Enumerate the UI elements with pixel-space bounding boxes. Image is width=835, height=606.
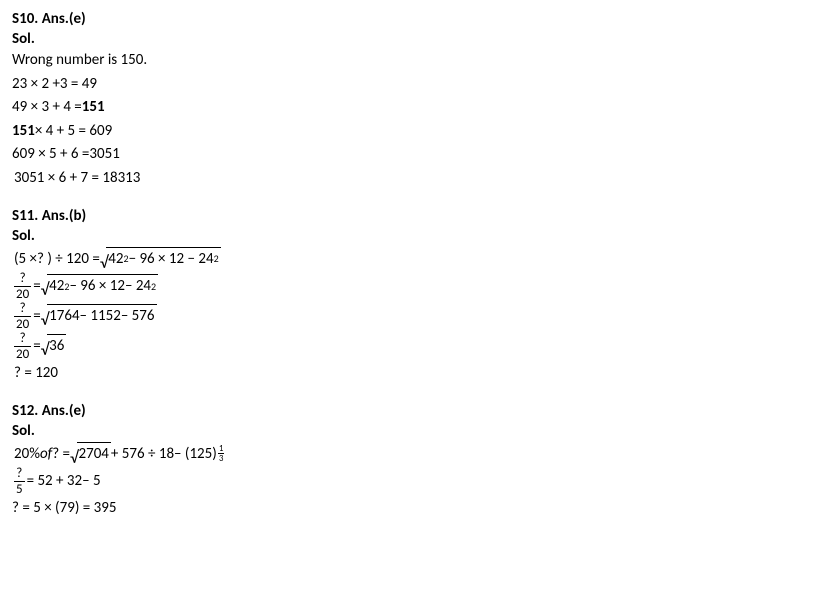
s11-sqrt2-a: 42 (49, 275, 64, 298)
s10-line3: 151 × 4 + 5 = 609 (12, 120, 823, 143)
s11-sol-label: Sol. (12, 227, 823, 247)
s12-line3: ? = 5 × (79) = 395 (12, 497, 823, 520)
frac-num: ? (14, 272, 31, 287)
s11-line5: ? = 120 (12, 362, 823, 385)
eq-a: = (33, 275, 40, 298)
eq-c: = (33, 335, 40, 358)
frac-num: ? (14, 332, 31, 347)
sqrt-expr-3: √ 1764– 1152– 576 (41, 304, 157, 328)
frac-q-20-c: ? 20 (14, 332, 31, 361)
sqrt-expr-2: √ 422– 96 × 12– 242 (41, 274, 158, 298)
s12-line2-right: = 52 + 32– 5 (27, 470, 101, 493)
s10-line2: 49 × 3 + 4 = 151 (12, 96, 823, 119)
s11-sqrt2-b: – 96 × 12– 24 (69, 275, 151, 298)
s12-line1-of: of (40, 443, 52, 466)
frac-den: 5 (14, 482, 25, 496)
frac-num: ? (14, 467, 25, 482)
frac-num: ? (14, 302, 31, 317)
sqrt-content: 36 (47, 334, 66, 358)
sqrt-expr-5: √ 2704 (70, 442, 111, 466)
s12-line2: ? 5 = 52 + 32– 5 (12, 467, 823, 496)
solution-s11: S11. Ans.(b) Sol. (5 ×? ) ÷ 120 = √ 422 … (12, 207, 823, 384)
solution-s10: S10. Ans.(e) Sol. Wrong number is 150. 2… (12, 10, 823, 189)
frac-den: 20 (14, 347, 31, 361)
s11-line1-left: (5 ×? ) ÷ 120 = (14, 248, 100, 271)
s11-line4: ? 20 = √ 36 (12, 332, 823, 361)
s12-sol-label: Sol. (12, 422, 823, 442)
s12-line1-c: + 576 ÷ 18– (125) (111, 443, 217, 466)
exp-den: 3 (218, 454, 225, 463)
s11-sqrt1-b: − 96 × 12 − 24 (129, 248, 214, 271)
s12-line1-a: 20% (14, 443, 40, 466)
s10-line4: 609 × 5 + 6 =3051 (12, 143, 823, 166)
s10-wrong-text: Wrong number is 150. (12, 49, 823, 72)
sqrt-content: 422 − 96 × 12 − 242 (106, 247, 220, 271)
s10-line2-a: 49 × 3 + 4 = (12, 96, 82, 119)
solution-s12: S12. Ans.(e) Sol. 20% of ? = √ 2704 + 57… (12, 402, 823, 519)
s12-header: S12. Ans.(e) (12, 402, 823, 422)
s11-sqrt1-a: 42 (108, 248, 123, 271)
eq-b: = (33, 305, 40, 328)
sqrt-content: 422– 96 × 12– 242 (47, 274, 158, 298)
s10-header: S10. Ans.(e) (12, 10, 823, 30)
s12-line1: 20% of ? = √ 2704 + 576 ÷ 18– (125) 1 3 (12, 442, 823, 466)
s10-line3-b: × 4 + 5 = 609 (35, 120, 112, 143)
frac-den: 20 (14, 287, 31, 301)
s11-line1: (5 ×? ) ÷ 120 = √ 422 − 96 × 12 − 242 (12, 247, 823, 271)
s12-line1-b: ? = (52, 443, 70, 466)
frac-q-20-b: ? 20 (14, 302, 31, 331)
s10-line2-b: 151 (82, 96, 105, 119)
s10-line5: 3051 × 6 + 7 = 18313 (12, 167, 823, 190)
s10-line1: 23 × 2 +3 = 49 (12, 73, 823, 96)
sqrt-expr-4: √ 36 (41, 334, 67, 358)
sqrt-content: 1764– 1152– 576 (47, 304, 156, 328)
frac-den: 20 (14, 317, 31, 331)
s11-line2: ? 20 = √ 422– 96 × 12– 242 (12, 272, 823, 301)
frac-q-5: ? 5 (14, 467, 25, 496)
s11-header: S11. Ans.(b) (12, 207, 823, 227)
s10-sol-label: Sol. (12, 30, 823, 50)
s11-line3: ? 20 = √ 1764– 1152– 576 (12, 302, 823, 331)
sqrt-content: 2704 (77, 442, 111, 466)
frac-q-20-a: ? 20 (14, 272, 31, 301)
s10-line3-a: 151 (12, 120, 35, 143)
sqrt-expr-1: √ 422 − 96 × 12 − 242 (100, 247, 221, 271)
exp-frac: 1 3 (218, 444, 225, 463)
